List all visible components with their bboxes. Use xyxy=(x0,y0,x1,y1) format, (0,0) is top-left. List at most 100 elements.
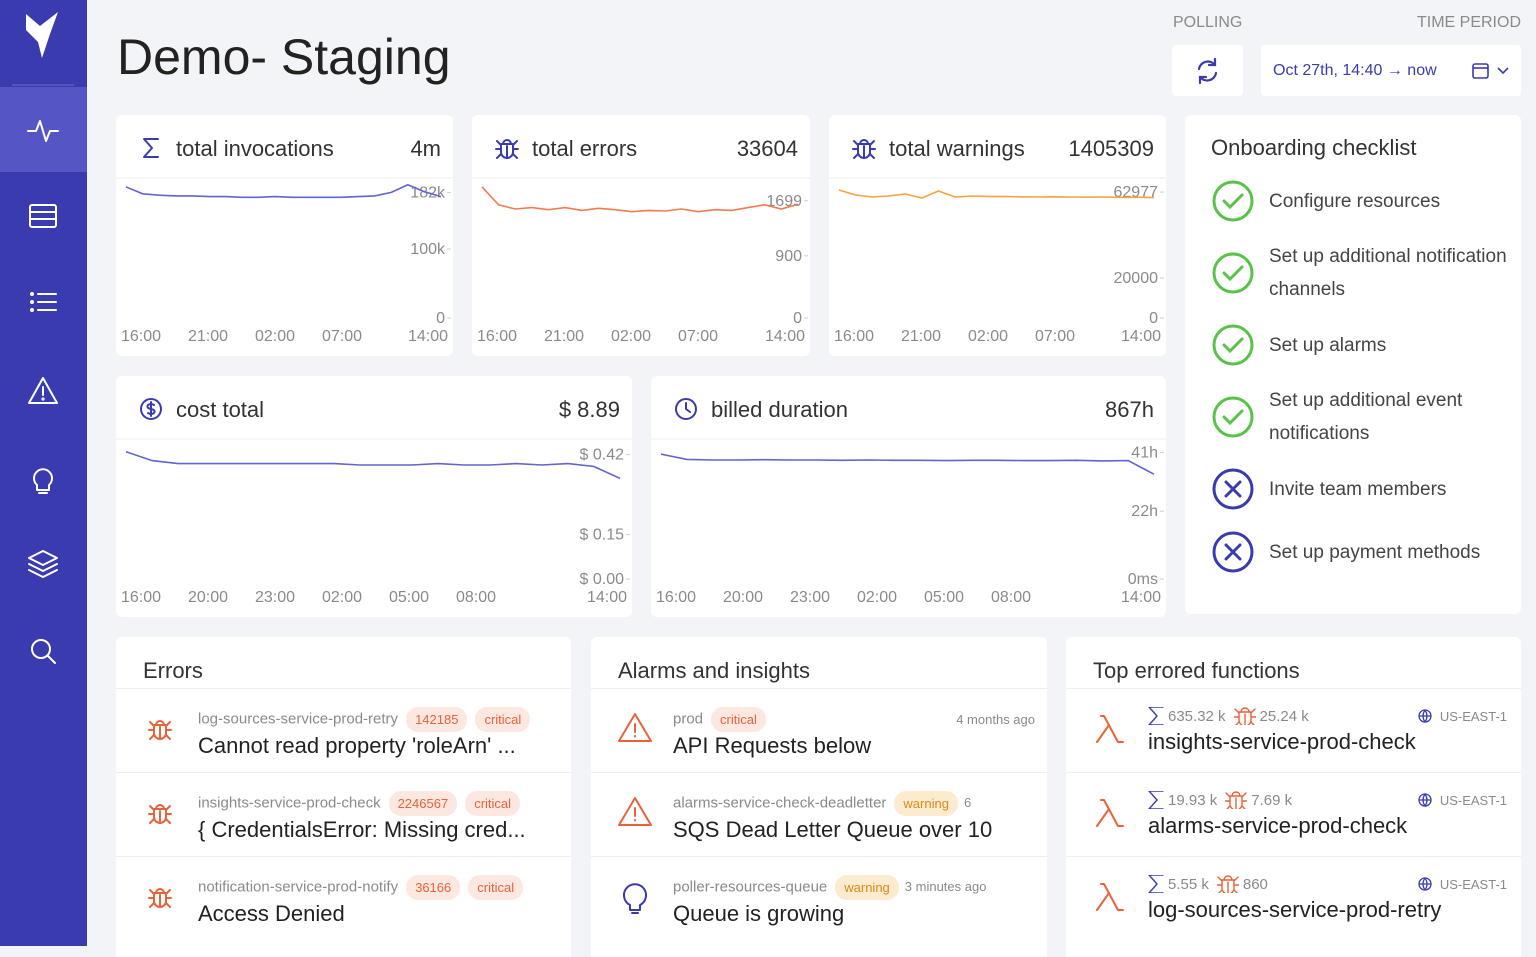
icon-stroke xyxy=(1096,715,1124,743)
nav-list[interactable] xyxy=(30,292,57,312)
metric-total: $ 8.89 xyxy=(559,397,620,422)
sigma-icon xyxy=(1148,707,1164,725)
list-item[interactable]: poller-resources-queue warning 3 minutes a… xyxy=(591,856,1047,941)
metric-card: total invocations 4m 0 100k 182k 16:00 21:00 02… xyxy=(116,115,453,356)
insight-icon xyxy=(623,883,647,914)
item-icon xyxy=(148,804,172,824)
item-meta: 5.55 k 860 US-EAST-1 xyxy=(1148,875,1507,893)
alarm-source: alarms-service-check-deadletter xyxy=(673,794,887,812)
x-tick-label: 21:00 xyxy=(544,328,584,345)
nav-insights[interactable] xyxy=(33,468,53,494)
alarm-time: 3 minutes ago xyxy=(904,879,987,895)
icon-glyph xyxy=(1222,337,1244,354)
x-tick-label: 02:00 xyxy=(255,328,295,345)
nav-resources[interactable] xyxy=(29,204,57,228)
severity-badge: critical xyxy=(468,875,524,900)
item-icon xyxy=(1096,715,1124,743)
icon-stroke xyxy=(1418,709,1432,723)
icon-stroke xyxy=(1237,711,1252,725)
count-badge: 142185 xyxy=(406,707,468,732)
list-item[interactable]: alarms-service-check-deadletter warning 6 S… xyxy=(591,772,1047,857)
alarm-icon xyxy=(618,713,652,742)
checklist-item: Set up additional event notifications xyxy=(1211,384,1511,450)
x-tick-label: 14:00 xyxy=(1121,589,1161,606)
metric-chart: total warnings 1405309 0 20000 62977 16:00 21:… xyxy=(829,136,1166,345)
list-item[interactable]: log-sources-service-prod-retry 142185 crit… xyxy=(116,688,571,773)
icon-stroke xyxy=(1096,883,1124,911)
done-icon xyxy=(1212,180,1254,222)
polling-button[interactable] xyxy=(1172,45,1243,96)
sigma-icon xyxy=(1148,875,1164,893)
y-tick-label: $ 0.15 xyxy=(580,527,625,544)
x-tick-label: 02:00 xyxy=(968,328,1008,345)
checklist-text: Set up alarms xyxy=(1269,334,1387,356)
list-item[interactable]: prod critical 4 months ago API Requests bel… xyxy=(591,688,1047,773)
x-tick-label: 02:00 xyxy=(857,589,897,606)
icon-glyph xyxy=(1222,193,1244,210)
sparkline xyxy=(481,186,799,213)
invocations: 635.32 k xyxy=(1168,707,1226,725)
errors-count: 860 xyxy=(1242,875,1268,893)
severity-badge: critical xyxy=(475,707,531,732)
list-item[interactable]: notification-service-prod-notify 36166 cri… xyxy=(116,856,571,941)
sigma-icon xyxy=(1148,707,1164,725)
icon-stroke xyxy=(502,139,512,145)
lambda-icon xyxy=(1096,799,1124,827)
y-tick-label: 0ms xyxy=(1128,571,1158,588)
icon-stroke xyxy=(1148,875,1164,893)
x-tick-label: 14:00 xyxy=(587,589,627,606)
globe-icon xyxy=(1418,793,1432,807)
sparkline xyxy=(125,183,442,199)
x-tick-label: 02:00 xyxy=(322,589,362,606)
count-badge: 36166 xyxy=(406,875,461,900)
item-icon xyxy=(1096,883,1124,911)
list-item[interactable]: 5.55 k 860 US-EAST-1 log-sources-service-pr… xyxy=(1066,856,1521,941)
metric-title: total warnings xyxy=(889,136,1025,161)
icon-ring xyxy=(1212,180,1254,222)
icon-ring xyxy=(1212,252,1254,294)
todo-icon xyxy=(1212,468,1254,510)
alarm-message: SQS Dead Letter Queue over 10 xyxy=(673,817,993,842)
alarm-source: prod xyxy=(673,710,704,728)
list-item[interactable]: 19.93 k 7.69 k US-EAST-1 alarms-service-pro… xyxy=(1066,772,1521,857)
x-tick-label: 07:00 xyxy=(322,328,362,345)
icon-stroke xyxy=(143,138,159,158)
icon-stroke xyxy=(859,139,869,145)
bug-icon xyxy=(148,888,172,908)
globe-icon xyxy=(1418,709,1432,723)
checklist-item: Set up alarms xyxy=(1211,321,1511,369)
item-icon xyxy=(148,888,172,908)
icon-stroke xyxy=(155,888,165,894)
done-icon xyxy=(1212,324,1254,366)
lambda-icon xyxy=(1096,883,1124,911)
x-tick-label: 21:00 xyxy=(901,328,941,345)
severity-badge: warning xyxy=(894,791,958,816)
icon-ring xyxy=(1212,468,1254,510)
icon-stroke xyxy=(685,402,691,413)
polling-label: POLLING xyxy=(1173,14,1243,31)
globe-icon xyxy=(1418,709,1432,723)
time-period-select[interactable]: Oct 27th, 14:40 → now xyxy=(1261,45,1521,96)
icon-stroke xyxy=(148,889,172,908)
x-tick-label: 08:00 xyxy=(991,589,1031,606)
nav-activity[interactable] xyxy=(27,120,59,142)
item-meta: prod critical 4 months ago xyxy=(673,707,1035,732)
icon-glyph xyxy=(1224,543,1242,561)
invocations: 19.93 k xyxy=(1168,791,1218,809)
list-item[interactable]: 635.32 k 25.24 k US-EAST-1 insights-service… xyxy=(1066,688,1521,773)
page-title: Demo- Staging xyxy=(117,29,451,85)
sparkline xyxy=(838,189,1155,199)
icon-ring xyxy=(1212,324,1254,366)
nav-alarms[interactable] xyxy=(28,377,58,404)
sidebar xyxy=(0,0,87,946)
x-tick-label: 02:00 xyxy=(611,328,651,345)
y-tick-label: $ 0.00 xyxy=(580,571,625,588)
icon-glyph xyxy=(1222,409,1244,426)
item-icon xyxy=(618,713,652,742)
region: US-EAST-1 xyxy=(1439,876,1507,892)
icon-stroke xyxy=(155,720,165,726)
list-item[interactable]: insights-service-prod-check 2246567 critic… xyxy=(116,772,571,857)
nav-layers[interactable] xyxy=(28,550,58,578)
onboarding-card: Onboarding checklist Configure resources S… xyxy=(1185,115,1521,614)
nav-search[interactable] xyxy=(31,639,56,664)
